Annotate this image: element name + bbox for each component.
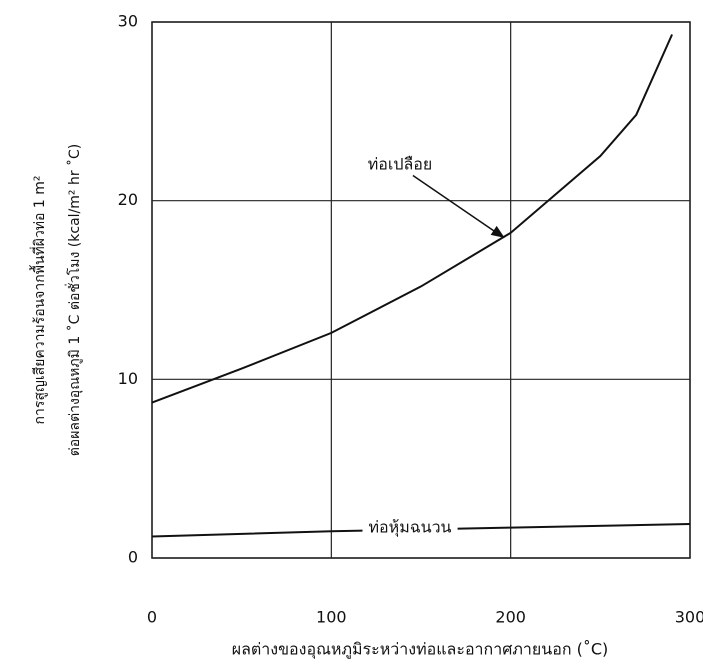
y-tick-label: 10 bbox=[118, 369, 138, 388]
series-label: ท่อเปลือย bbox=[368, 155, 433, 174]
y-tick-label: 30 bbox=[118, 12, 138, 31]
y-tick-label: 0 bbox=[128, 548, 138, 567]
label-background bbox=[362, 515, 458, 540]
x-tick-label: 0 bbox=[147, 608, 157, 627]
arrow-head bbox=[490, 225, 505, 238]
x-axis-label: ผลต่างของอุณหภูมิระหว่างท่อและอากาศภายนอ… bbox=[232, 640, 609, 660]
x-tick-label: 200 bbox=[495, 608, 526, 627]
series-label: ท่อหุ้มฉนวน bbox=[368, 518, 451, 538]
x-tick-label: 300 bbox=[675, 608, 703, 627]
y-axis-label: การสูญเสียความร้อนจากพื้นที่ผิวท่อ 1 m² bbox=[29, 175, 48, 424]
y-axis-label: ต่อผลต่างอุณหภูมิ 1 ˚C ต่อชั่วโมง (kcal/… bbox=[65, 144, 83, 457]
x-tick-label: 100 bbox=[316, 608, 347, 627]
series-line bbox=[151, 34, 673, 404]
y-tick-label: 20 bbox=[118, 190, 138, 209]
plot-frame bbox=[151, 21, 691, 559]
annotation-arrow bbox=[412, 174, 504, 238]
label-background bbox=[361, 152, 439, 176]
